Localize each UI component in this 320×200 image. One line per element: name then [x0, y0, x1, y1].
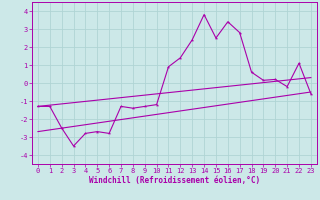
X-axis label: Windchill (Refroidissement éolien,°C): Windchill (Refroidissement éolien,°C) — [89, 176, 260, 185]
